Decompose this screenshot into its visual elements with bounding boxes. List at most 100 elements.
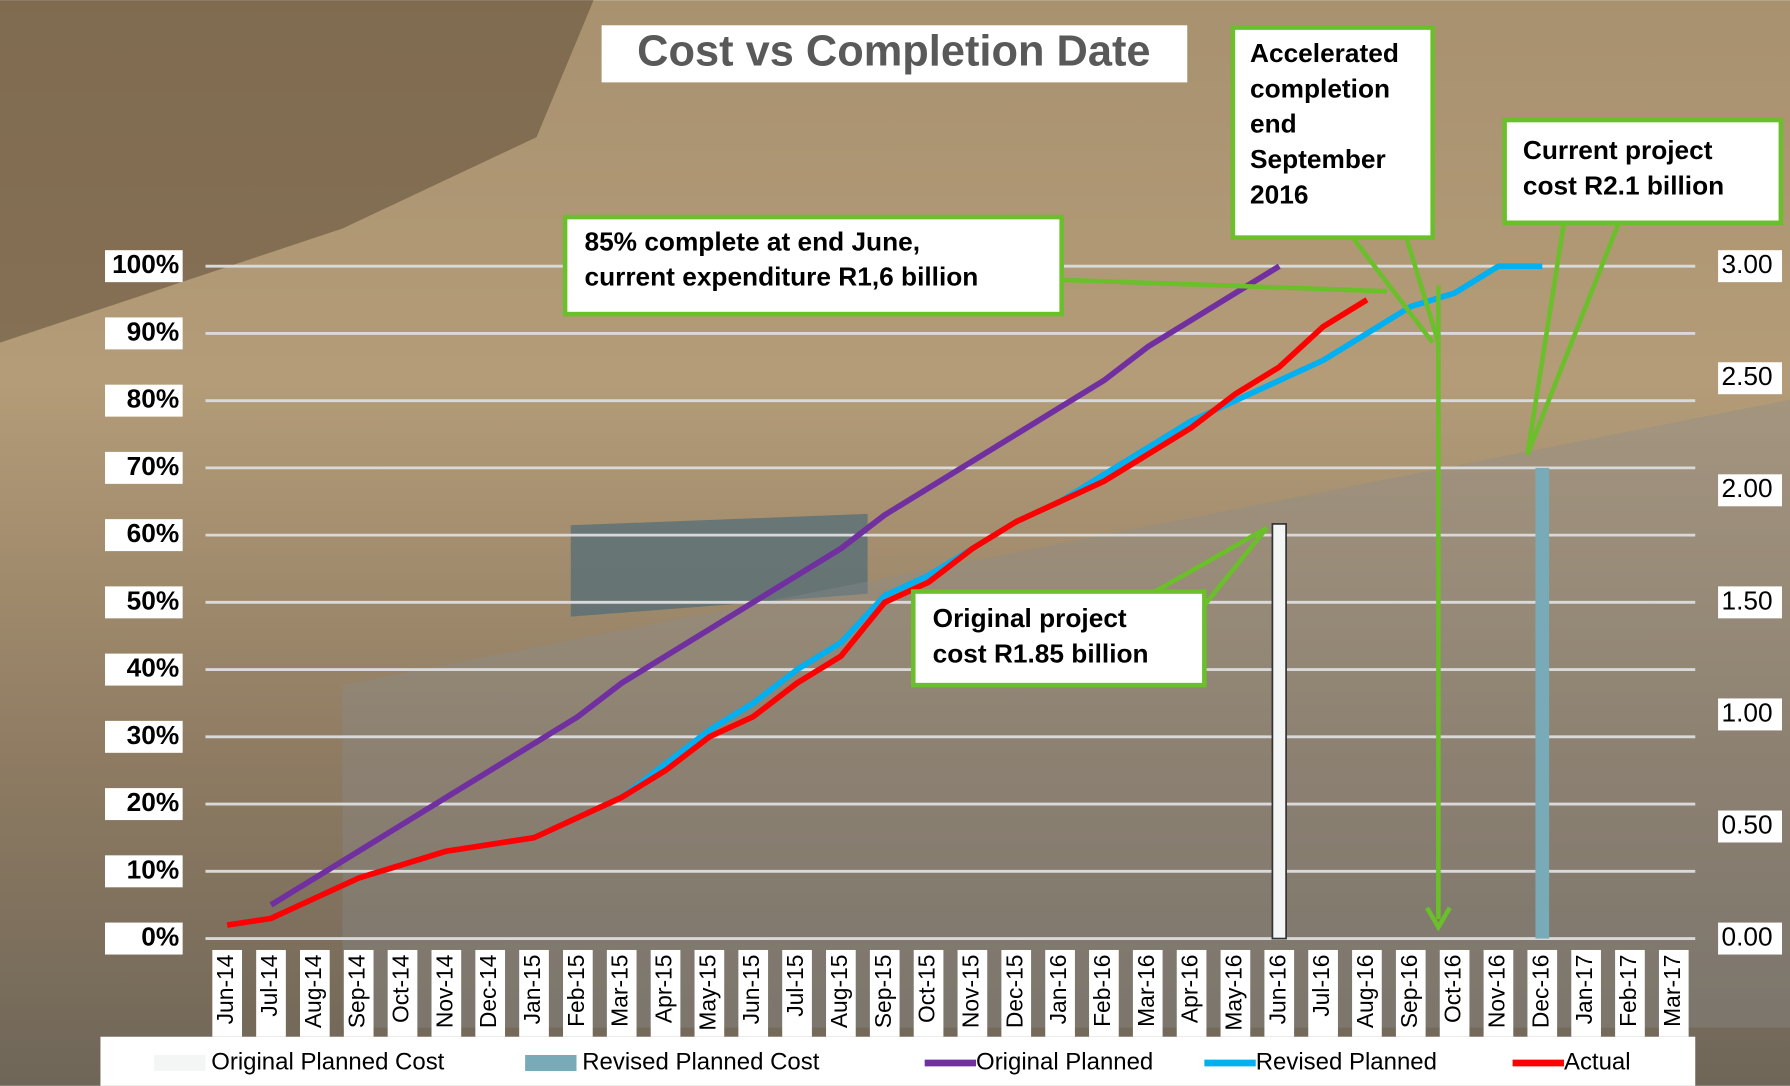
tick-label-bg	[105, 653, 183, 686]
tick-label-bg	[105, 451, 183, 484]
x-tick-label: Sep-16	[1396, 955, 1422, 1029]
callout-line	[1350, 236, 1435, 345]
y2-tick-label: 2.50	[1722, 361, 1773, 391]
tick-label-bg	[431, 949, 462, 1037]
x-tick-label: Mar-16	[1133, 955, 1159, 1027]
x-tick-label: Oct-14	[388, 954, 414, 1023]
tick-label-bg	[694, 949, 725, 1037]
y2-tick-label: 1.50	[1722, 585, 1773, 615]
tick-label-bg	[1045, 949, 1075, 1037]
legend-label: Original Planned	[976, 1048, 1153, 1075]
tick-label-bg	[105, 720, 183, 753]
annotation: September	[1250, 144, 1386, 174]
background-pond	[570, 513, 868, 617]
legend-bg	[100, 1036, 1696, 1086]
annotation: 85% complete at end June,	[584, 226, 920, 256]
line	[226, 297, 1369, 928]
y-tick-label: 20%	[127, 787, 180, 817]
tick-label-bg	[826, 949, 856, 1037]
annotation: current expenditure R1,6 billion	[584, 262, 978, 292]
tick-label-bg	[1395, 949, 1426, 1037]
x-tick-label: Mar-15	[607, 955, 633, 1027]
x-tick-label: Feb-16	[1089, 955, 1115, 1027]
tick-label-bg	[475, 949, 506, 1037]
x-tick-label: Mar-17	[1659, 955, 1685, 1027]
tick-label-bg	[1718, 586, 1783, 619]
legend-swatch	[525, 1054, 577, 1071]
x-tick-label: May-16	[1220, 955, 1246, 1031]
callout-box	[1230, 25, 1435, 240]
y-tick-label: 80%	[127, 384, 180, 414]
annotation: cost R2.1 billion	[1523, 170, 1724, 200]
x-tick-label: Sep-15	[870, 955, 896, 1029]
annotation: completion	[1250, 73, 1390, 103]
x-tick-label: Jun-16	[1264, 955, 1290, 1025]
legend-swatch	[154, 1054, 206, 1071]
callout-line	[1154, 525, 1269, 594]
title-bg	[601, 25, 1188, 83]
tick-label-bg	[606, 949, 637, 1037]
bar	[1271, 523, 1287, 940]
tick-label-bg	[1571, 949, 1601, 1037]
tick-label-bg	[1658, 949, 1689, 1037]
tick-label-bg	[1132, 949, 1163, 1037]
tick-label-bg	[105, 317, 183, 350]
callout-line	[1525, 221, 1621, 456]
y-tick-label: 50%	[127, 585, 180, 615]
tick-label-bg	[300, 949, 330, 1037]
annotation: cost R1.85 billion	[933, 638, 1149, 668]
tick-label-bg	[957, 949, 988, 1037]
x-tick-label: Feb-15	[563, 955, 589, 1027]
tick-label-bg	[105, 855, 183, 888]
tick-label-bg	[105, 586, 183, 619]
y-tick-label: 60%	[127, 518, 180, 548]
x-tick-label: Aug-15	[826, 955, 852, 1029]
x-tick-label: Aug-14	[300, 954, 326, 1028]
tick-label-bg	[105, 788, 183, 821]
chart-title: Cost vs Completion Date	[637, 27, 1150, 75]
y2-tick-label: 2.00	[1722, 473, 1773, 503]
tick-label-bg	[1220, 949, 1251, 1037]
x-tick-label: Jul-16	[1308, 955, 1334, 1017]
x-tick-label: Jan-16	[1045, 955, 1071, 1025]
tick-label-bg	[1001, 949, 1032, 1037]
x-tick-label: Apr-15	[651, 955, 677, 1024]
line	[269, 263, 1281, 908]
tick-label-bg	[1352, 949, 1382, 1037]
tick-label-bg	[1615, 949, 1645, 1037]
bar	[1535, 467, 1550, 939]
x-tick-label: Nov-16	[1483, 955, 1509, 1029]
tick-label-bg	[105, 922, 183, 955]
tick-label-bg	[782, 949, 812, 1037]
x-tick-label: Jul-14	[256, 954, 282, 1016]
callout-line	[1404, 236, 1441, 344]
tick-label-bg	[519, 949, 549, 1037]
y-tick-label: 40%	[127, 653, 180, 683]
tick-label-bg	[1527, 949, 1558, 1037]
tick-label-bg	[105, 519, 183, 552]
tick-label-bg	[343, 949, 374, 1037]
callout-box	[1502, 117, 1784, 226]
tick-label-bg	[738, 949, 769, 1037]
y-tick-label: 10%	[127, 854, 180, 884]
x-tick-label: Sep-14	[344, 954, 370, 1028]
x-tick-label: Nov-15	[957, 955, 983, 1029]
legend-label: Original Planned Cost	[211, 1048, 444, 1075]
callout-line	[1061, 277, 1388, 294]
x-tick-label: Dec-15	[1001, 955, 1027, 1029]
y-tick-label: 100%	[112, 249, 179, 279]
legend-label: Revised Planned Cost	[582, 1048, 820, 1075]
y-tick-label: 90%	[127, 316, 180, 346]
x-tick-label: Jun-14	[212, 954, 238, 1024]
tick-label-bg	[913, 949, 944, 1037]
y2-tick-label: 0.50	[1722, 809, 1773, 839]
tick-label-bg	[1718, 362, 1783, 395]
x-tick-label: Aug-16	[1352, 955, 1378, 1029]
x-tick-label: Dec-14	[475, 954, 501, 1028]
y2-tick-label: 1.00	[1722, 697, 1773, 727]
tick-label-bg	[105, 384, 183, 417]
tick-label-bg	[1439, 949, 1470, 1037]
x-tick-label: Jan-15	[519, 955, 545, 1025]
tick-label-bg	[212, 949, 243, 1037]
tick-label-bg	[1308, 949, 1338, 1037]
